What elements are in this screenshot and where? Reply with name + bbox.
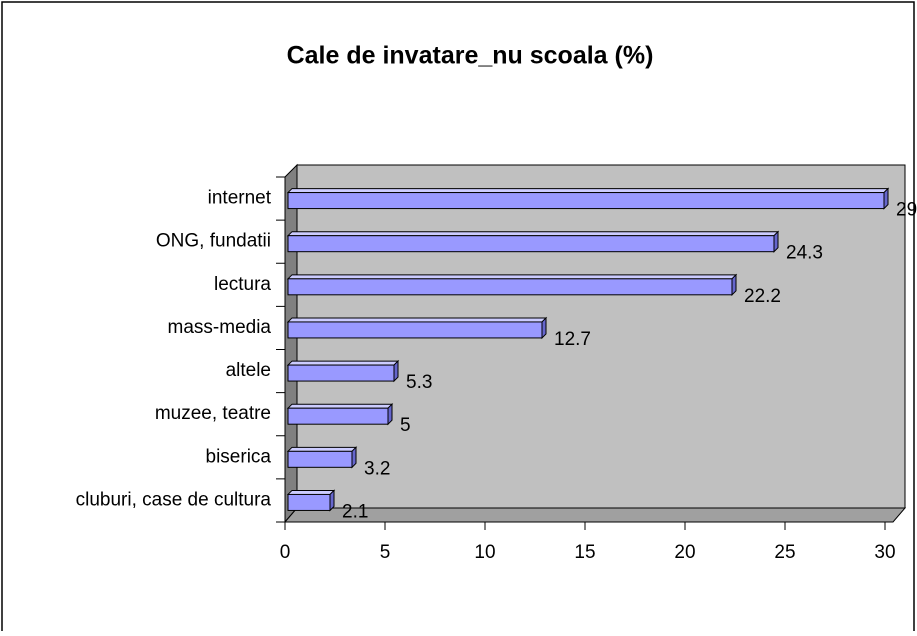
data-label: 2.1 — [342, 501, 368, 522]
bar-top — [286, 403, 394, 409]
chart-title: Cale de invatare_nu scoala (%) — [287, 42, 654, 70]
bar-top — [286, 446, 358, 452]
bar-end — [773, 230, 779, 253]
bar-top — [286, 489, 336, 495]
y-tick-label: mass-media — [168, 317, 272, 338]
x-tick-label: 30 — [874, 542, 895, 563]
data-label: 5 — [400, 415, 411, 436]
bar-end — [393, 359, 399, 383]
y-tick-label: biserica — [206, 446, 272, 467]
bar-top — [286, 274, 738, 280]
data-label: 29.8 — [896, 200, 917, 221]
bar — [287, 278, 733, 296]
x-tick-label: 15 — [574, 542, 595, 563]
x-tick-label: 5 — [380, 542, 391, 563]
x-tick-label: 25 — [774, 542, 795, 563]
data-label: 12.7 — [554, 329, 591, 350]
data-label: 3.2 — [364, 458, 390, 479]
side-wall — [284, 163, 298, 524]
y-tick-label: internet — [208, 188, 272, 209]
y-tick-label: cluburi, case de cultura — [76, 489, 272, 510]
x-tick-label: 20 — [674, 542, 695, 563]
bar-end — [883, 187, 889, 210]
y-tick-label: altele — [226, 360, 271, 381]
bar-end — [387, 402, 393, 426]
floor — [283, 507, 907, 523]
bar — [287, 364, 395, 382]
bar-end — [731, 273, 737, 297]
bar — [287, 192, 885, 210]
bar — [287, 321, 543, 339]
bar — [287, 493, 331, 511]
bar-top — [286, 188, 890, 194]
x-tick-label: 0 — [280, 542, 291, 563]
bar-top — [286, 231, 780, 237]
y-tick-label: muzee, teatre — [155, 403, 271, 424]
bar-end — [351, 446, 357, 469]
y-tick-label: lectura — [214, 274, 271, 295]
bar-end — [329, 489, 335, 512]
bar — [287, 450, 353, 468]
data-label: 5.3 — [406, 372, 432, 393]
data-label: 24.3 — [786, 243, 823, 264]
bar-end — [541, 316, 547, 340]
bar-top — [286, 317, 548, 323]
bar — [287, 235, 775, 253]
bar — [287, 407, 389, 425]
x-tick-label: 10 — [474, 542, 495, 563]
bar-top — [286, 360, 400, 366]
data-label: 22.2 — [744, 286, 781, 307]
y-tick-label: ONG, fundatii — [156, 231, 271, 252]
